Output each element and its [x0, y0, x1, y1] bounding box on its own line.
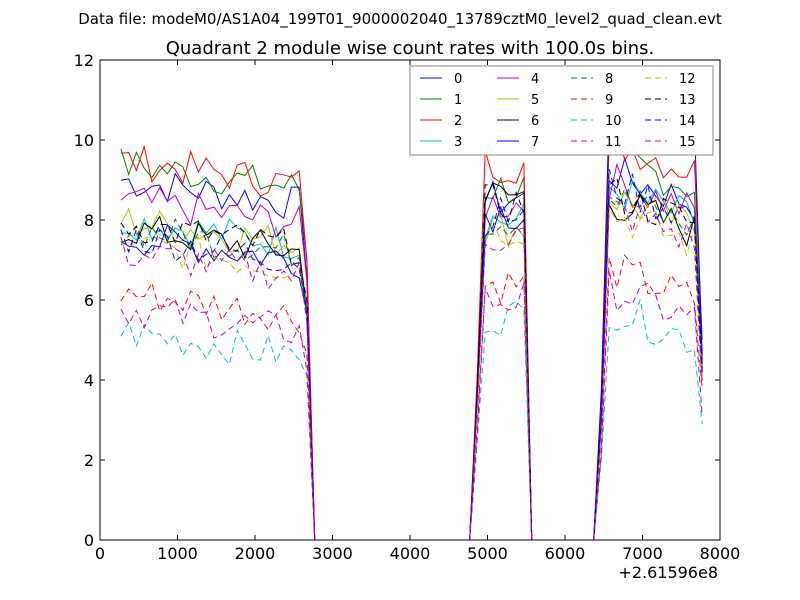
legend-label-0: 0 — [454, 72, 462, 87]
x-tick-label: 4000 — [390, 544, 431, 563]
chart-suptitle: Data file: modeM0/AS1A04_199T01_90000020… — [78, 10, 722, 29]
chart-title: Quadrant 2 module wise count rates with … — [166, 38, 655, 59]
axis-ticks: 0 1000 2000 3000 4000 5000 6000 7000 80000246810… — [74, 51, 741, 563]
y-tick-label: 12 — [74, 51, 94, 70]
x-offset-label: +2.61596e8 — [618, 563, 718, 582]
series-10-line — [120, 299, 703, 541]
legend-label-8: 8 — [605, 72, 613, 87]
series-1-line — [120, 139, 703, 541]
series-13-line — [120, 177, 703, 541]
x-tick-label: 6000 — [545, 544, 586, 563]
x-tick-label: 3000 — [312, 544, 353, 563]
y-tick-label: 0 — [84, 531, 94, 550]
series-4-line — [120, 162, 703, 541]
legend-label-13: 13 — [679, 93, 696, 108]
legend-label-2: 2 — [454, 114, 462, 129]
legend-label-15: 15 — [679, 135, 696, 150]
y-tick-label: 10 — [74, 131, 94, 150]
plot-area — [99, 59, 721, 541]
legend-label-3: 3 — [454, 135, 462, 150]
y-tick-label: 6 — [84, 291, 94, 310]
legend-label-7: 7 — [531, 135, 539, 150]
x-tick-label: 7000 — [622, 544, 663, 563]
legend-label-4: 4 — [531, 72, 539, 87]
x-tick-label: 2000 — [235, 544, 276, 563]
series-9-line — [120, 254, 703, 541]
legend-label-1: 1 — [454, 93, 462, 108]
legend-label-11: 11 — [605, 135, 622, 150]
x-tick-label: 1000 — [157, 544, 198, 563]
series-15-line — [120, 196, 703, 541]
y-tick-label: 2 — [84, 451, 94, 470]
legend-label-14: 14 — [679, 114, 696, 129]
series-6-line — [120, 182, 703, 541]
series-2-line — [120, 126, 703, 541]
y-tick-label: 4 — [84, 371, 94, 390]
legend-label-10: 10 — [605, 114, 622, 129]
legend-box — [409, 65, 714, 156]
y-tick-label: 8 — [84, 211, 94, 230]
x-tick-label: 0 — [95, 544, 105, 563]
x-tick-label: 5000 — [467, 544, 508, 563]
x-tick-label: 8000 — [700, 544, 741, 563]
legend-label-5: 5 — [531, 93, 539, 108]
legend-label-12: 12 — [679, 72, 696, 87]
series-11-line — [120, 269, 703, 541]
series-5-line — [120, 191, 703, 541]
legend-label-9: 9 — [605, 93, 613, 108]
series-14-line — [120, 168, 703, 541]
legend-label-6: 6 — [531, 114, 539, 129]
series-12-line — [120, 206, 703, 541]
series-8-line — [120, 187, 703, 541]
